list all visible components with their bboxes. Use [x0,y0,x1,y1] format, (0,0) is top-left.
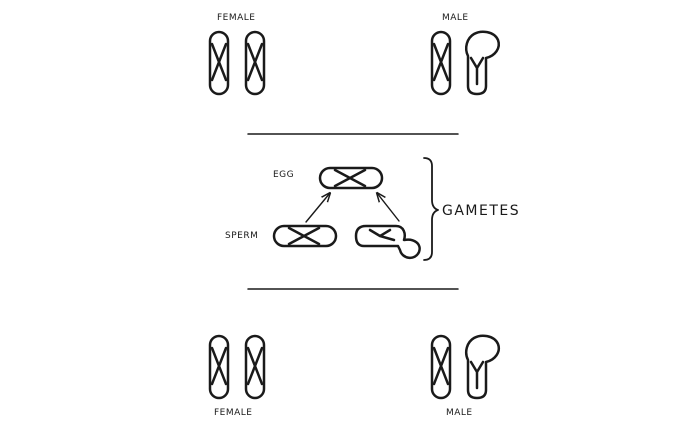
bottom-female-x-chromosome-left [208,334,230,400]
top-female-label: FEMALE [217,13,256,23]
top-female-x-chromosome-right [244,30,266,96]
bottom-female-x-chromosome-right [244,334,266,400]
egg-label: EGG [273,170,295,180]
bottom-male-y-chromosome [465,334,500,400]
top-male-label: MALE [442,13,469,23]
top-male-y-chromosome [465,30,500,96]
sperm-y-chromosome [354,224,421,259]
arrow-x-sperm-to-egg [305,193,330,223]
top-female-x-chromosome-left [208,30,230,96]
sperm-label: SPERM [225,231,259,241]
top-male-x-chromosome [430,30,452,96]
arrow-y-sperm-to-egg [377,193,400,222]
bottom-female-label: FEMALE [214,408,253,418]
egg-x-chromosome [318,166,384,190]
gametes-label: GAMETES [442,203,521,219]
sperm-x-chromosome [272,224,338,248]
gametes-brace [423,157,439,261]
bottom-male-label: MALE [446,408,473,418]
bottom-male-x-chromosome [430,334,452,400]
